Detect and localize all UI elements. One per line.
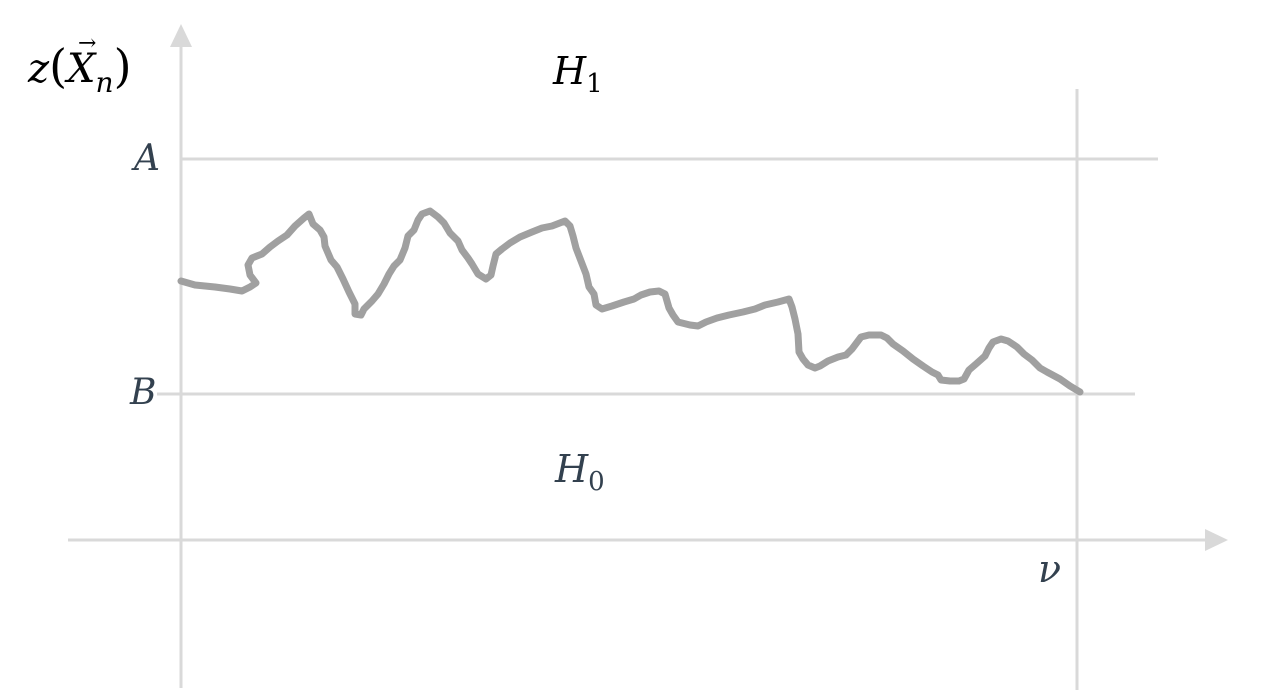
y-axis-arrowhead	[170, 24, 192, 47]
test-statistic-path	[177, 207, 1084, 396]
y-axis-label: z(Xn)	[27, 39, 132, 99]
stopping-time-label: ν	[1038, 547, 1061, 591]
vector-arrow-icon: →	[78, 31, 96, 56]
lower-threshold-label: B	[129, 372, 156, 413]
hypothesis-h0-label: H0	[554, 447, 605, 497]
upper-threshold-label: A	[131, 138, 160, 179]
x-axis-arrowhead	[1205, 529, 1228, 551]
hypothesis-h1-label: H1	[552, 49, 603, 99]
